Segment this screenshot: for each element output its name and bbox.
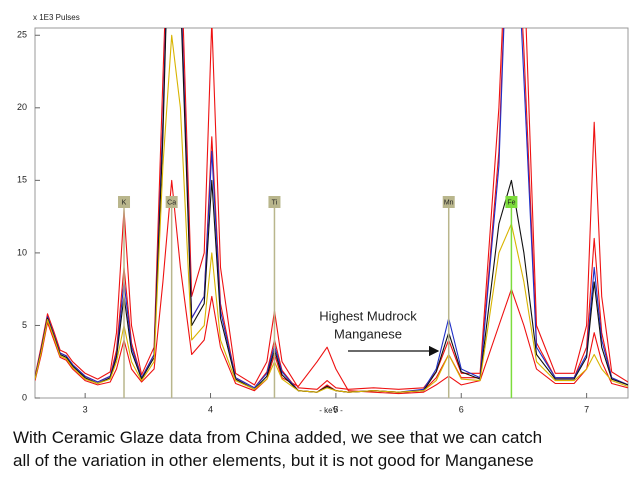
element-label: Fe bbox=[507, 199, 515, 206]
x-tick-label: 4 bbox=[208, 404, 213, 414]
spectrum-line bbox=[35, 179, 628, 395]
y-tick-label: 10 bbox=[17, 247, 27, 257]
x-tick-label: 5 bbox=[333, 404, 338, 414]
x-axis-label: - keV - bbox=[319, 406, 343, 415]
element-label-box bbox=[118, 196, 131, 208]
series-layer bbox=[35, 28, 628, 395]
spectrum-line bbox=[35, 28, 628, 390]
y-tick-label: 0 bbox=[22, 392, 27, 402]
annotation-line: Highest Mudrock bbox=[319, 308, 417, 323]
spectrum-line bbox=[35, 34, 628, 393]
element-label-box bbox=[165, 196, 178, 208]
element-label: K bbox=[122, 199, 127, 206]
y-tick-label: 25 bbox=[17, 30, 27, 40]
element-label-box bbox=[268, 196, 281, 208]
caption-line: all of the variation in other elements, … bbox=[13, 451, 534, 470]
element-label: Ca bbox=[167, 199, 176, 206]
x-tick-label: 3 bbox=[83, 404, 88, 414]
element-label: Mn bbox=[444, 199, 454, 206]
spectrum-line bbox=[35, 28, 628, 393]
annotation-line: Manganese bbox=[334, 326, 402, 341]
y-axis-label: x 1E3 Pulses bbox=[33, 13, 80, 22]
x-tick-label: 7 bbox=[584, 404, 589, 414]
caption-line: With Ceramic Glaze data from China added… bbox=[13, 428, 542, 447]
element-label-box bbox=[442, 196, 455, 208]
element-label: Ti bbox=[272, 199, 278, 206]
y-tick-label: 20 bbox=[17, 102, 27, 112]
y-tick-label: 5 bbox=[22, 320, 27, 330]
y-tick-label: 15 bbox=[17, 175, 27, 185]
element-label-box bbox=[505, 196, 518, 208]
x-tick-label: 6 bbox=[459, 404, 464, 414]
